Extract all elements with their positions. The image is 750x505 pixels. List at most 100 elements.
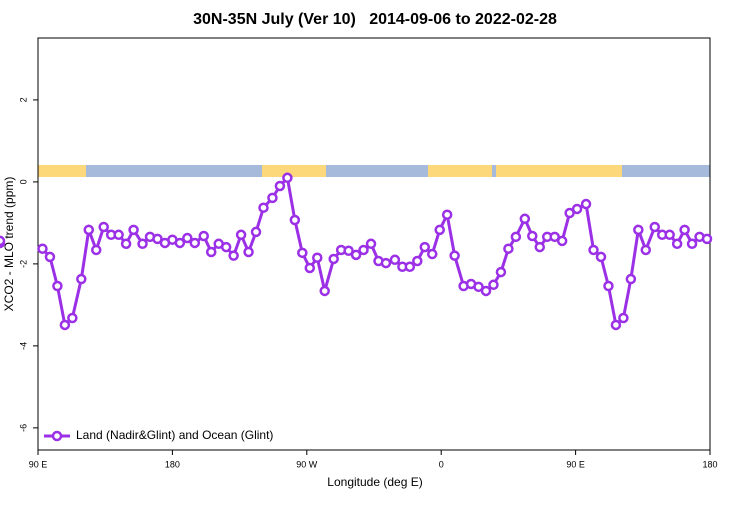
- data-point: [664, 229, 675, 241]
- data-point: [564, 207, 575, 219]
- data-point: [412, 255, 423, 267]
- x-axis-label: Longitude (deg E): [327, 475, 422, 489]
- data-point: [488, 279, 499, 291]
- land-ocean-strip: [38, 165, 710, 177]
- data-point: [228, 250, 239, 261]
- data-point: [137, 238, 148, 250]
- y-tick-label: -4: [18, 342, 28, 350]
- data-point: [37, 243, 48, 254]
- data-point: [649, 221, 660, 233]
- data-point: [113, 229, 124, 241]
- data-point: [319, 285, 330, 297]
- data-point: [389, 254, 401, 266]
- data-point: [182, 232, 193, 244]
- x-tick-label: 90 E: [29, 459, 48, 469]
- data-point: [503, 243, 514, 254]
- data-point: [449, 250, 460, 261]
- land-strip: [262, 165, 326, 177]
- data-point: [274, 180, 286, 192]
- data-point: [312, 252, 323, 263]
- data-point: [671, 238, 683, 250]
- data-point: [205, 246, 217, 258]
- data-point: [289, 214, 301, 226]
- data-point: [419, 241, 431, 253]
- data-point: [258, 202, 269, 213]
- data-point: [52, 280, 63, 292]
- data-point: [44, 251, 56, 263]
- x-tick-label: 180: [702, 459, 717, 469]
- data-point: [588, 244, 599, 256]
- data-point: [701, 233, 713, 245]
- data-point: [404, 261, 416, 273]
- data-point: [174, 237, 186, 249]
- data-point: [0, 235, 6, 247]
- y-tick-label: 2: [18, 97, 28, 102]
- data-point: [120, 238, 132, 250]
- x-tick-label: 90 E: [566, 459, 585, 469]
- legend-label: Land (Nadir&Glint) and Ocean (Glint): [76, 428, 273, 442]
- data-point: [633, 224, 644, 236]
- data-point: [603, 280, 614, 292]
- y-tick-label: -6: [18, 424, 28, 432]
- data-point: [152, 233, 163, 245]
- data-point: [189, 237, 201, 249]
- data-point: [59, 319, 71, 331]
- data-point: [618, 312, 629, 324]
- data-point: [434, 224, 445, 236]
- data-point: [350, 249, 362, 261]
- data-point: [473, 281, 484, 293]
- land-strip: [38, 165, 86, 177]
- data-point: [128, 224, 139, 236]
- data-point: [297, 247, 308, 259]
- legend-marker: [51, 430, 63, 442]
- data-point: [198, 230, 210, 242]
- data-point: [220, 241, 232, 253]
- data-point: [250, 226, 262, 238]
- plot-frame: [37, 37, 711, 451]
- data-point: [580, 198, 592, 210]
- y-tick-label: -2: [18, 260, 28, 268]
- data-point: [510, 231, 522, 243]
- data-point: [527, 230, 538, 242]
- data-point: [686, 238, 698, 250]
- data-point: [328, 253, 339, 265]
- data-point: [76, 273, 87, 285]
- data-point: [235, 229, 247, 241]
- data-point: [90, 244, 102, 256]
- data-point: [358, 244, 369, 256]
- data-point: [556, 235, 568, 247]
- x-tick-label: 90 W: [296, 459, 318, 469]
- data-point: [610, 319, 622, 331]
- data-point: [365, 238, 377, 250]
- data-point: [441, 209, 453, 220]
- series-line: [41, 174, 708, 328]
- data-point: [67, 312, 78, 324]
- data-point: [282, 172, 293, 184]
- data-point: [640, 244, 652, 256]
- data-point: [426, 248, 438, 260]
- data-point: [98, 221, 109, 233]
- y-axis-label: XCO2 - MLO trend (ppm): [2, 177, 16, 312]
- x-tick-label: 0: [439, 459, 444, 469]
- data-point: [534, 241, 546, 253]
- data-point: [343, 245, 354, 257]
- data-point: [495, 266, 507, 278]
- data-point: [304, 262, 316, 274]
- data-point: [571, 203, 583, 215]
- data-point: [679, 224, 690, 236]
- land-strip: [428, 165, 492, 177]
- data-point: [549, 231, 560, 243]
- data-point: [243, 246, 254, 258]
- y-tick-label: 0: [18, 179, 28, 184]
- land-strip: [496, 165, 622, 177]
- data-point: [519, 213, 531, 225]
- data-point: [480, 285, 492, 297]
- chart-title: 30N-35N July (Ver 10) 2014-09-06 to 2022…: [193, 11, 557, 28]
- data-point: [595, 251, 607, 263]
- data-point: [625, 273, 637, 285]
- x-tick-label: 180: [165, 459, 180, 469]
- data-point: [83, 224, 95, 236]
- data-point: [380, 257, 392, 269]
- data-point: [267, 192, 278, 204]
